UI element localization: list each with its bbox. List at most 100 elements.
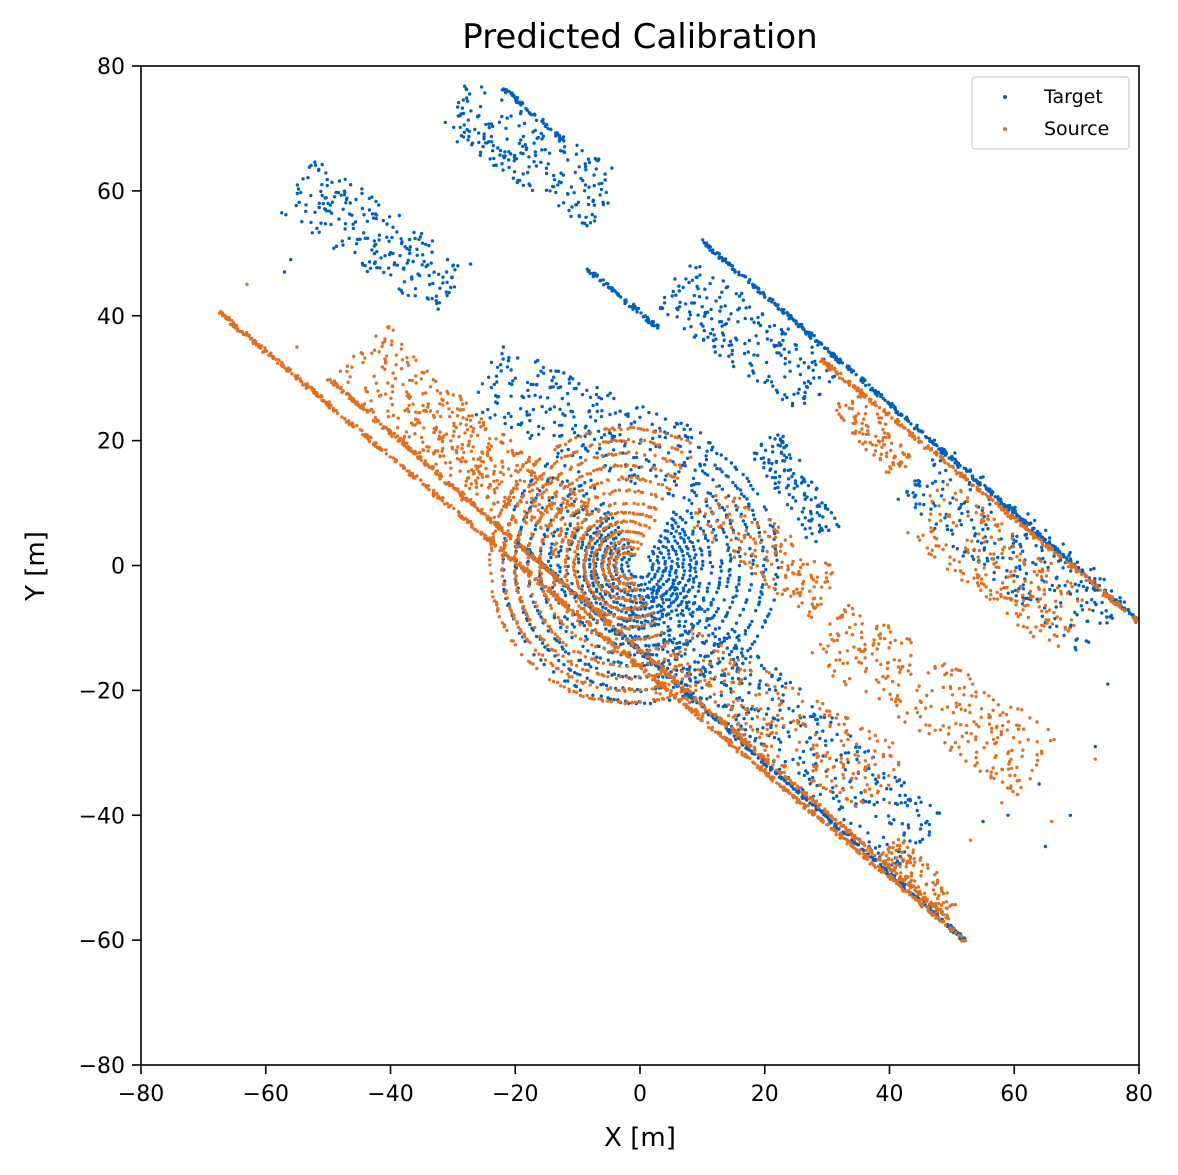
point-target <box>512 155 517 160</box>
point-target <box>777 351 781 355</box>
point-target <box>670 517 674 521</box>
point-target <box>532 160 536 164</box>
point-source <box>648 480 653 484</box>
point-target <box>663 568 667 573</box>
chart-title: Predicted Calibration <box>462 17 817 57</box>
point-source <box>617 478 621 482</box>
point-target <box>413 236 417 241</box>
point-target <box>584 215 588 219</box>
point-target <box>603 172 607 176</box>
point-target <box>671 526 675 530</box>
point-source <box>630 687 634 691</box>
point-target <box>682 569 687 573</box>
point-source <box>638 512 642 516</box>
point-target <box>1102 577 1106 582</box>
point-target <box>927 833 931 837</box>
point-target <box>836 358 840 363</box>
point-target <box>646 620 650 624</box>
point-target <box>709 307 713 312</box>
point-target <box>577 165 581 169</box>
point-target <box>981 527 985 532</box>
point-target <box>699 567 704 571</box>
point-target <box>720 290 724 294</box>
point-target <box>730 600 735 604</box>
point-target <box>825 347 830 351</box>
point-target <box>447 290 451 295</box>
point-target <box>644 606 648 610</box>
point-target <box>1086 619 1090 623</box>
point-target <box>671 460 675 464</box>
point-target <box>711 478 715 482</box>
point-target <box>706 654 710 658</box>
point-target <box>506 359 511 363</box>
point-source <box>538 634 542 638</box>
point-target <box>720 324 724 328</box>
point-source <box>514 545 518 550</box>
point-target <box>938 459 943 463</box>
point-source <box>576 463 580 467</box>
point-target <box>619 603 623 607</box>
point-source <box>522 635 527 639</box>
point-target <box>723 703 727 707</box>
point-target <box>685 604 689 608</box>
point-target <box>313 160 317 164</box>
point-target <box>589 574 593 578</box>
point-source <box>1074 567 1079 571</box>
point-target <box>554 134 558 138</box>
point-source <box>636 489 641 493</box>
point-source <box>567 439 571 443</box>
point-target <box>600 584 605 589</box>
point-target <box>705 697 709 701</box>
point-target <box>550 378 554 383</box>
point-target <box>722 338 726 342</box>
point-source <box>567 542 571 547</box>
point-target <box>560 449 564 453</box>
point-target <box>330 211 334 215</box>
point-target <box>805 771 810 775</box>
point-source <box>598 442 602 446</box>
point-source <box>625 477 630 481</box>
point-source <box>539 552 543 556</box>
point-target <box>315 226 319 230</box>
point-target <box>777 767 782 771</box>
point-source <box>642 438 647 443</box>
point-target <box>928 803 932 808</box>
point-target <box>612 434 617 439</box>
point-target <box>675 562 679 566</box>
point-target <box>450 275 454 279</box>
point-target <box>496 395 501 399</box>
point-target <box>913 505 917 510</box>
point-target <box>319 221 323 225</box>
point-target <box>935 443 939 448</box>
point-source <box>488 563 492 567</box>
point-source <box>675 691 679 696</box>
point-source <box>502 583 507 587</box>
point-source <box>635 587 639 591</box>
point-target <box>584 168 588 172</box>
point-target <box>482 137 486 141</box>
point-source <box>507 495 512 499</box>
point-source <box>565 499 570 503</box>
point-target <box>717 583 721 587</box>
point-source <box>565 502 569 506</box>
point-target <box>502 579 507 583</box>
point-target <box>551 476 555 480</box>
point-target <box>583 603 587 607</box>
point-target <box>648 701 653 706</box>
point-target <box>317 205 321 210</box>
point-target <box>876 851 880 855</box>
point-source <box>600 481 604 485</box>
point-target <box>765 330 769 334</box>
point-target <box>591 198 595 202</box>
point-target <box>774 572 778 577</box>
point-target <box>713 635 717 639</box>
point-target <box>606 201 610 205</box>
point-source <box>585 472 589 476</box>
point-source <box>637 522 641 526</box>
point-target <box>592 486 597 490</box>
point-source <box>670 446 674 450</box>
point-target <box>606 285 611 290</box>
point-source <box>540 492 544 496</box>
point-source <box>673 435 677 439</box>
point-target <box>649 587 653 591</box>
